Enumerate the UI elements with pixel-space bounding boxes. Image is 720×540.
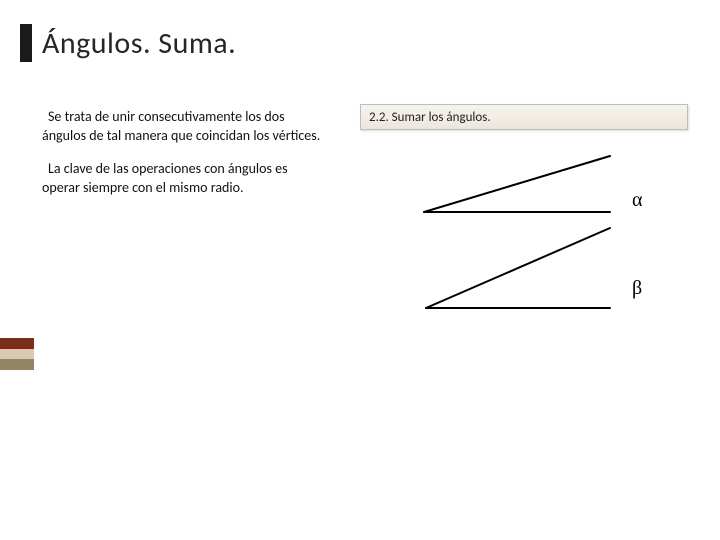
- body-text-block: Se trata de unir consecutivamente los do…: [42, 108, 322, 212]
- paragraph-2: La clave de las operaciones con ángulos …: [42, 160, 322, 198]
- slide: Ángulos. Suma. Se trata de unir consecut…: [0, 0, 720, 540]
- accent-stripe-2: [0, 349, 34, 360]
- alpha-label: α: [632, 189, 643, 211]
- side-accent-stripes: [0, 338, 34, 370]
- beta-ray-1: [426, 228, 610, 308]
- step-heading-label: 2.2. Sumar los ángulos.: [369, 110, 491, 125]
- angles-diagram: αβ: [382, 150, 682, 330]
- alpha-ray-1: [424, 156, 610, 212]
- beta-label: β: [632, 277, 642, 299]
- title-wrap: Ángulos. Suma.: [20, 24, 236, 62]
- accent-stripe-3: [0, 359, 34, 370]
- title-accent-bar: [20, 24, 32, 62]
- paragraph-1: Se trata de unir consecutivamente los do…: [42, 108, 322, 146]
- step-heading-box: 2.2. Sumar los ángulos.: [360, 104, 688, 130]
- accent-stripe-1: [0, 338, 34, 349]
- angles-svg: αβ: [382, 150, 682, 330]
- page-title: Ángulos. Suma.: [42, 25, 236, 62]
